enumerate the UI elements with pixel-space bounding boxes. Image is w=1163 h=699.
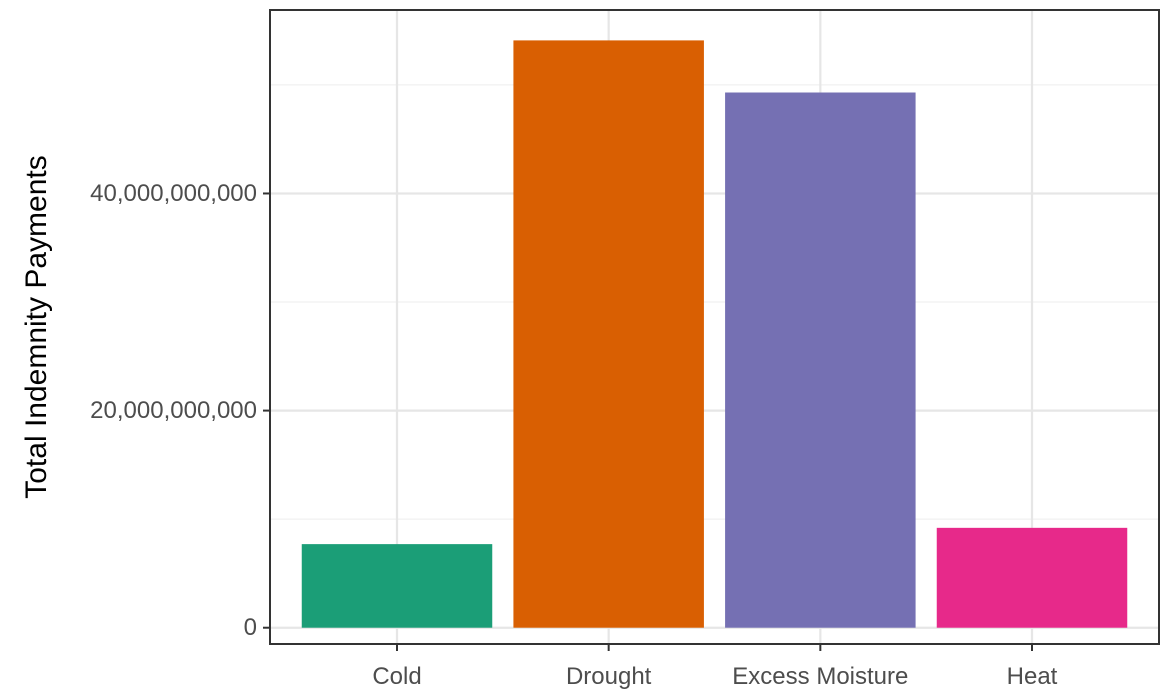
y-axis-title: Total Indemnity Payments: [20, 155, 53, 499]
x-tick-label: Heat: [1007, 663, 1058, 690]
x-tick-label: Excess Moisture: [732, 663, 908, 690]
bar-heat: [936, 527, 1128, 628]
y-tick-label: 20,000,000,000: [90, 397, 257, 424]
y-tick-label: 40,000,000,000: [90, 180, 257, 207]
x-axis: Cold Drought Excess Moisture Heat: [372, 644, 1058, 690]
x-tick-label: Drought: [566, 663, 652, 690]
x-tick-label: Cold: [372, 663, 421, 690]
y-axis: 0 20,000,000,000 40,000,000,000: [90, 180, 270, 641]
y-tick-label: 0: [244, 614, 257, 641]
bars: [301, 40, 1128, 628]
bar-excess-moisture: [725, 92, 916, 628]
plot-panel-border: [269, 9, 1160, 645]
bar-drought: [513, 40, 704, 628]
bar-cold: [301, 544, 493, 628]
